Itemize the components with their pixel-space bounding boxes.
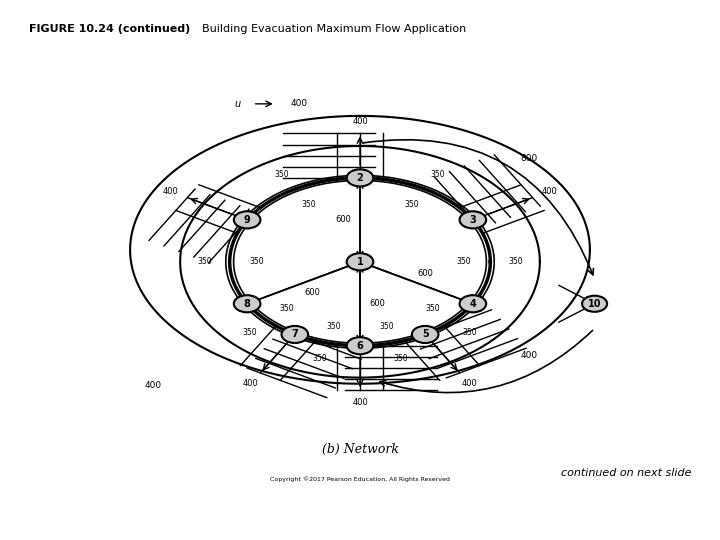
Text: 600: 600 [336, 215, 351, 224]
Text: 350: 350 [426, 305, 441, 313]
Text: 400: 400 [163, 187, 179, 196]
Text: 600: 600 [417, 269, 433, 278]
Circle shape [234, 211, 261, 228]
Circle shape [234, 295, 261, 312]
Text: u: u [234, 99, 240, 109]
Text: 350: 350 [279, 305, 294, 313]
Text: 3: 3 [469, 215, 476, 225]
Circle shape [582, 296, 607, 312]
Text: 6: 6 [356, 341, 364, 350]
Text: 400: 400 [462, 379, 477, 388]
Text: 350: 350 [312, 354, 327, 363]
Text: 1: 1 [356, 257, 364, 267]
Circle shape [459, 295, 486, 312]
Text: 10: 10 [588, 299, 601, 309]
Text: 400: 400 [541, 187, 557, 196]
Text: 350: 350 [508, 257, 523, 266]
Circle shape [459, 211, 486, 228]
Text: 350: 350 [456, 257, 471, 266]
Text: (b) Network: (b) Network [322, 443, 398, 456]
Text: Copyright ©2017 Pearson Education, All Rights Reserved: Copyright ©2017 Pearson Education, All R… [270, 476, 450, 482]
Text: 4: 4 [469, 299, 476, 309]
Text: 350: 350 [393, 354, 408, 363]
Text: 350: 350 [197, 257, 212, 266]
Text: 350: 350 [249, 257, 264, 266]
Text: 400: 400 [520, 351, 537, 360]
Text: Building Evacuation Maximum Flow Application: Building Evacuation Maximum Flow Applica… [202, 24, 466, 35]
Text: Optimization in Operations Research, 2e
Ronald L. Randin: Optimization in Operations Research, 2e … [29, 509, 199, 528]
Text: 400: 400 [290, 99, 307, 109]
Text: 350: 350 [326, 322, 341, 330]
Circle shape [347, 170, 373, 186]
Text: FIGURE 10.24 (continued): FIGURE 10.24 (continued) [29, 24, 190, 35]
Circle shape [347, 253, 373, 271]
Text: 800: 800 [520, 154, 537, 163]
Text: 9: 9 [244, 215, 251, 225]
Text: 350: 350 [431, 171, 445, 179]
Text: continued on next slide: continued on next slide [561, 468, 691, 478]
Circle shape [347, 337, 373, 354]
Text: 2: 2 [356, 173, 364, 183]
Text: 7: 7 [292, 329, 298, 340]
Text: 350: 350 [405, 200, 419, 208]
Text: 8: 8 [243, 299, 251, 309]
Circle shape [282, 326, 308, 343]
Text: 350: 350 [275, 171, 289, 179]
Text: 350: 350 [301, 200, 315, 208]
Text: ALWAYS LEARNING: ALWAYS LEARNING [29, 525, 117, 535]
Text: 400: 400 [352, 398, 368, 407]
Text: 350: 350 [463, 328, 477, 337]
Text: 400: 400 [243, 379, 258, 388]
Text: PEARSON: PEARSON [634, 511, 716, 526]
Text: 400: 400 [352, 117, 368, 126]
Circle shape [412, 326, 438, 343]
Text: 600: 600 [304, 288, 320, 296]
Text: 350: 350 [243, 328, 257, 337]
Text: 400: 400 [145, 381, 161, 390]
Text: 350: 350 [379, 322, 394, 330]
Text: 600: 600 [369, 299, 384, 308]
Text: Copyright © 2017, 1998 by Pearson Education, Inc.
All Rights Reserved: Copyright © 2017, 1998 by Pearson Educat… [396, 509, 613, 528]
Text: 5: 5 [422, 329, 428, 340]
